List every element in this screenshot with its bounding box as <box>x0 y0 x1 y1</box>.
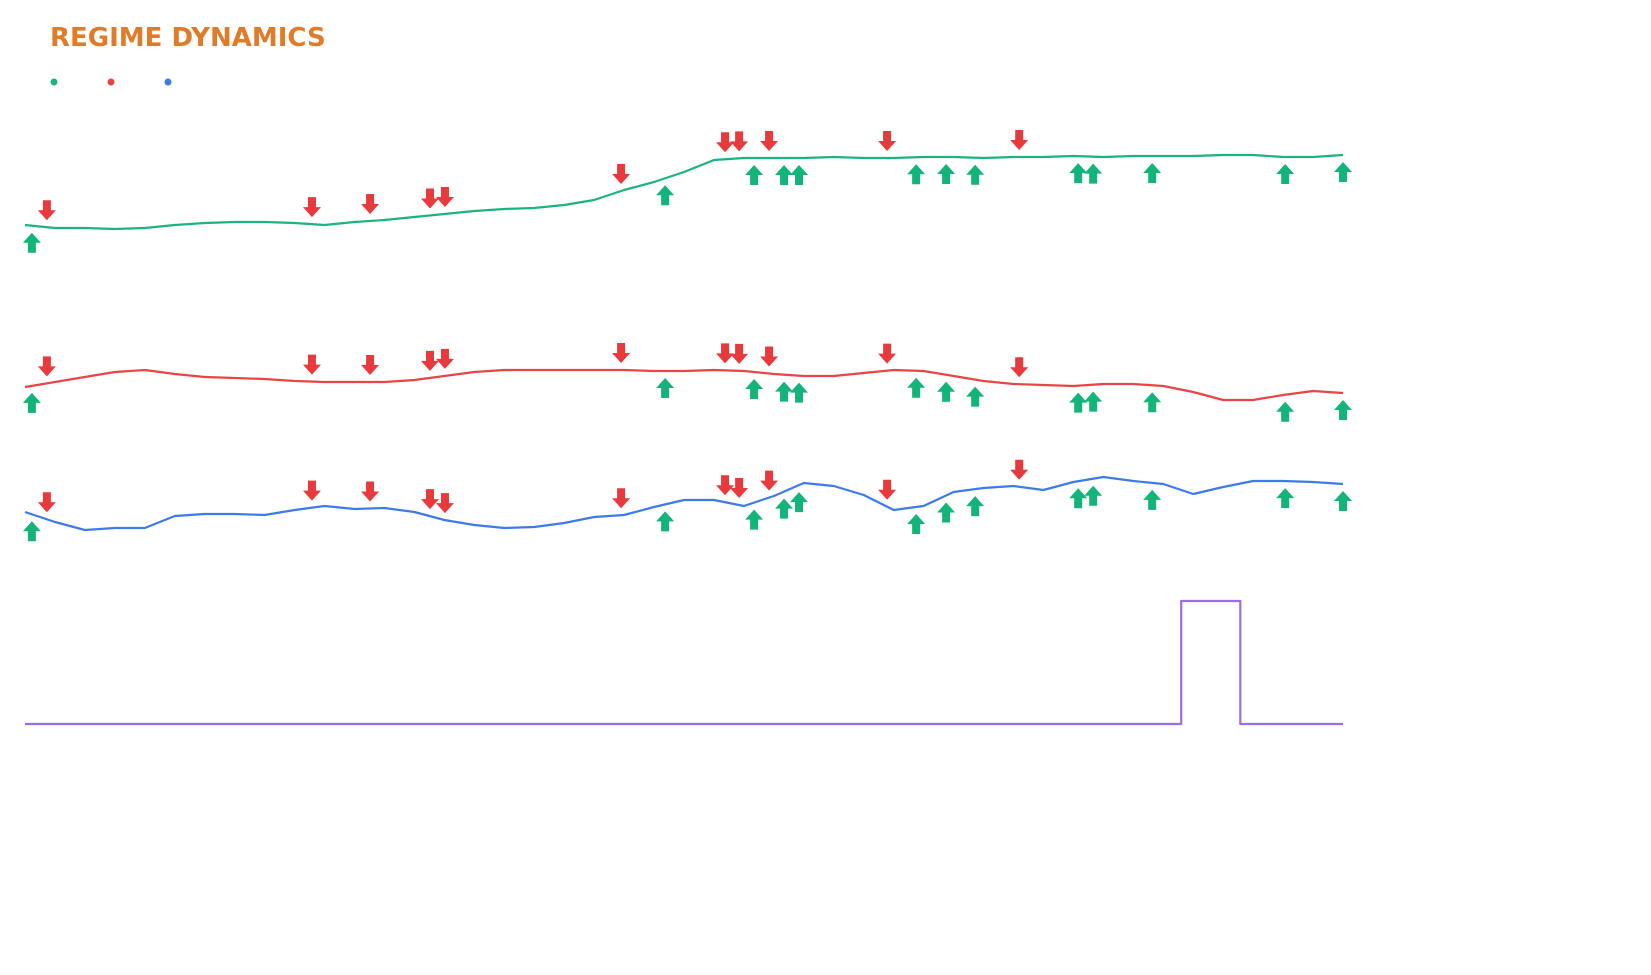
series-line <box>24 475 1344 532</box>
buy-arrow <box>966 496 985 517</box>
sell-arrow <box>435 186 454 207</box>
sell-arrow <box>435 493 454 514</box>
sell-arrow <box>878 343 897 364</box>
sell-arrow <box>730 343 749 364</box>
sell-arrow <box>716 475 735 496</box>
buy-arrow <box>966 164 985 185</box>
sell-arrow <box>730 478 749 499</box>
sell-arrow <box>760 131 779 151</box>
buy-arrow <box>1069 163 1088 184</box>
sell-arrow <box>612 343 631 363</box>
buy-arrow <box>1276 164 1295 184</box>
sell-arrow <box>420 350 439 371</box>
buy-arrow <box>656 185 675 206</box>
buy-arrow <box>1334 162 1352 182</box>
series-line <box>24 368 1344 402</box>
buy-arrow <box>1084 485 1103 506</box>
buy-arrow <box>937 502 956 523</box>
buy-arrow <box>745 165 764 185</box>
sell-arrow <box>361 193 380 214</box>
buy-arrow <box>790 492 809 513</box>
buy-arrow <box>1276 401 1295 422</box>
sell-arrow <box>878 479 897 500</box>
sell-arrow <box>730 131 749 152</box>
sell-arrow <box>1010 130 1029 150</box>
buy-arrow <box>937 381 956 402</box>
buy-arrow <box>1084 391 1103 412</box>
sell-arrow <box>302 480 321 501</box>
buy-arrow <box>790 382 809 403</box>
series-line <box>24 153 1344 231</box>
legend-dot <box>164 78 172 86</box>
series-line <box>25 599 1343 726</box>
sell-arrow <box>612 488 631 509</box>
sell-arrow <box>302 354 321 375</box>
buy-arrow <box>775 165 794 185</box>
buy-arrow <box>1069 488 1088 509</box>
buy-arrow <box>937 164 956 184</box>
buy-arrow <box>745 379 764 400</box>
sell-arrow <box>37 356 56 377</box>
sell-arrow <box>361 355 380 375</box>
sell-arrow <box>612 164 631 184</box>
chart-title: REGIME DYNAMICS <box>50 23 326 53</box>
legend-dot <box>107 78 115 86</box>
buy-arrow <box>775 381 794 402</box>
buy-arrow <box>907 377 926 398</box>
buy-arrow <box>1084 163 1103 184</box>
sell-arrow <box>37 492 56 513</box>
buy-arrow <box>22 232 41 253</box>
buy-arrow <box>775 498 794 519</box>
buy-arrow <box>907 514 926 534</box>
sell-arrow <box>716 343 735 364</box>
buy-arrow <box>907 164 926 185</box>
buy-arrow <box>1334 400 1352 420</box>
buy-arrow <box>22 521 41 542</box>
buy-arrow <box>1069 392 1088 413</box>
buy-arrow <box>1143 392 1162 413</box>
buy-arrow <box>745 509 764 530</box>
legend-dot <box>50 78 58 86</box>
buy-arrow <box>1143 489 1162 510</box>
sell-arrow <box>1010 357 1029 378</box>
buy-arrow <box>22 392 41 413</box>
buy-arrow <box>966 386 985 407</box>
buy-arrow <box>790 165 809 185</box>
sell-arrow <box>760 346 779 367</box>
buy-arrow <box>656 511 675 532</box>
buy-arrow <box>1276 488 1295 509</box>
sell-arrow <box>435 348 454 369</box>
sell-arrow <box>302 197 321 218</box>
sell-arrow <box>420 188 439 209</box>
sell-arrow <box>361 481 380 502</box>
sell-arrow <box>878 131 897 151</box>
sell-arrow <box>37 200 56 221</box>
sell-arrow <box>1010 459 1029 480</box>
buy-arrow <box>1143 163 1162 183</box>
sell-arrow <box>716 132 735 153</box>
buy-arrow <box>1334 491 1352 511</box>
buy-arrow <box>656 378 675 398</box>
sell-arrow <box>420 489 439 510</box>
sell-arrow <box>760 470 779 491</box>
